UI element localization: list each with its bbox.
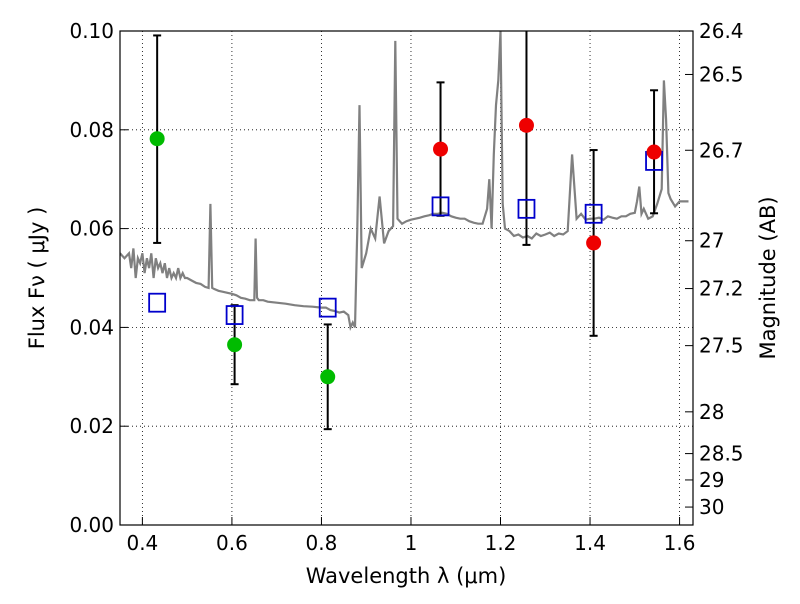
model-photometry-box — [318, 297, 337, 318]
y-tick-label: 0.02 — [69, 414, 114, 438]
y-tick-label: 0.06 — [69, 217, 114, 241]
x-tick-label: 0.6 — [216, 531, 248, 555]
y-axis-label-right: Magnitude (AB) — [756, 196, 780, 359]
x-axis-label: Wavelength λ (μm) — [306, 564, 507, 588]
y-tick-label: 0.00 — [69, 513, 114, 537]
green-data-point — [320, 369, 336, 385]
model-photometry-box — [584, 203, 603, 224]
magnitude-tick-label: 29 — [699, 468, 724, 492]
model-photometry-box — [148, 292, 167, 313]
observed-points — [149, 117, 662, 385]
y-axis-label-left: Flux Fν ( μJy ) — [25, 207, 49, 350]
x-tick-label: 0.8 — [306, 531, 338, 555]
magnitude-tick-label: 27.5 — [699, 334, 744, 358]
red-data-point — [433, 141, 449, 157]
x-tick-label: 1 — [405, 531, 418, 555]
model-photometry-box — [431, 196, 450, 217]
y-tick-label: 0.04 — [69, 315, 114, 339]
magnitude-tick-label: 28 — [699, 400, 724, 424]
model-photometry-boxes — [148, 151, 663, 325]
y-tick-label: 0.10 — [69, 19, 114, 43]
magnitude-tick-label: 27.2 — [699, 277, 744, 301]
model-spectrum — [120, 31, 689, 331]
y-tick-label: 0.08 — [69, 118, 114, 142]
plot-frame — [119, 30, 694, 526]
red-data-point — [518, 117, 534, 133]
magnitude-tick-label: 27 — [699, 229, 724, 253]
red-data-point — [646, 144, 662, 160]
spectrum-line — [120, 31, 689, 331]
magnitude-axis-ticks: 26.4 26.5 26.7 27 27.2 27.5 28 28.529 30 — [685, 19, 744, 519]
x-axis-ticks: 0.4 0.6 0.8 1 1.2 1.4 1.6 — [126, 517, 695, 555]
magnitude-tick-label: 26.5 — [699, 62, 744, 86]
model-photometry-box — [225, 305, 244, 325]
error-bars — [153, 31, 659, 431]
green-data-point — [227, 337, 243, 353]
x-tick-label: 1.6 — [664, 531, 696, 555]
x-tick-label: 1.4 — [574, 531, 606, 555]
grid-lines — [120, 30, 693, 526]
magnitude-tick-label: 30 — [699, 495, 724, 519]
model-photometry-box — [517, 198, 536, 219]
red-data-point — [586, 235, 602, 251]
magnitude-tick-label: 26.7 — [699, 138, 744, 162]
magnitude-tick-label: 26.4 — [699, 19, 744, 43]
green-data-point — [149, 131, 165, 147]
x-tick-label: 1.2 — [485, 531, 517, 555]
y-axis-ticks: 0.00 0.02 0.04 0.06 0.08 0.10 — [69, 19, 128, 537]
magnitude-tick-label: 28.5 — [699, 442, 744, 466]
x-tick-label: 0.4 — [126, 531, 158, 555]
